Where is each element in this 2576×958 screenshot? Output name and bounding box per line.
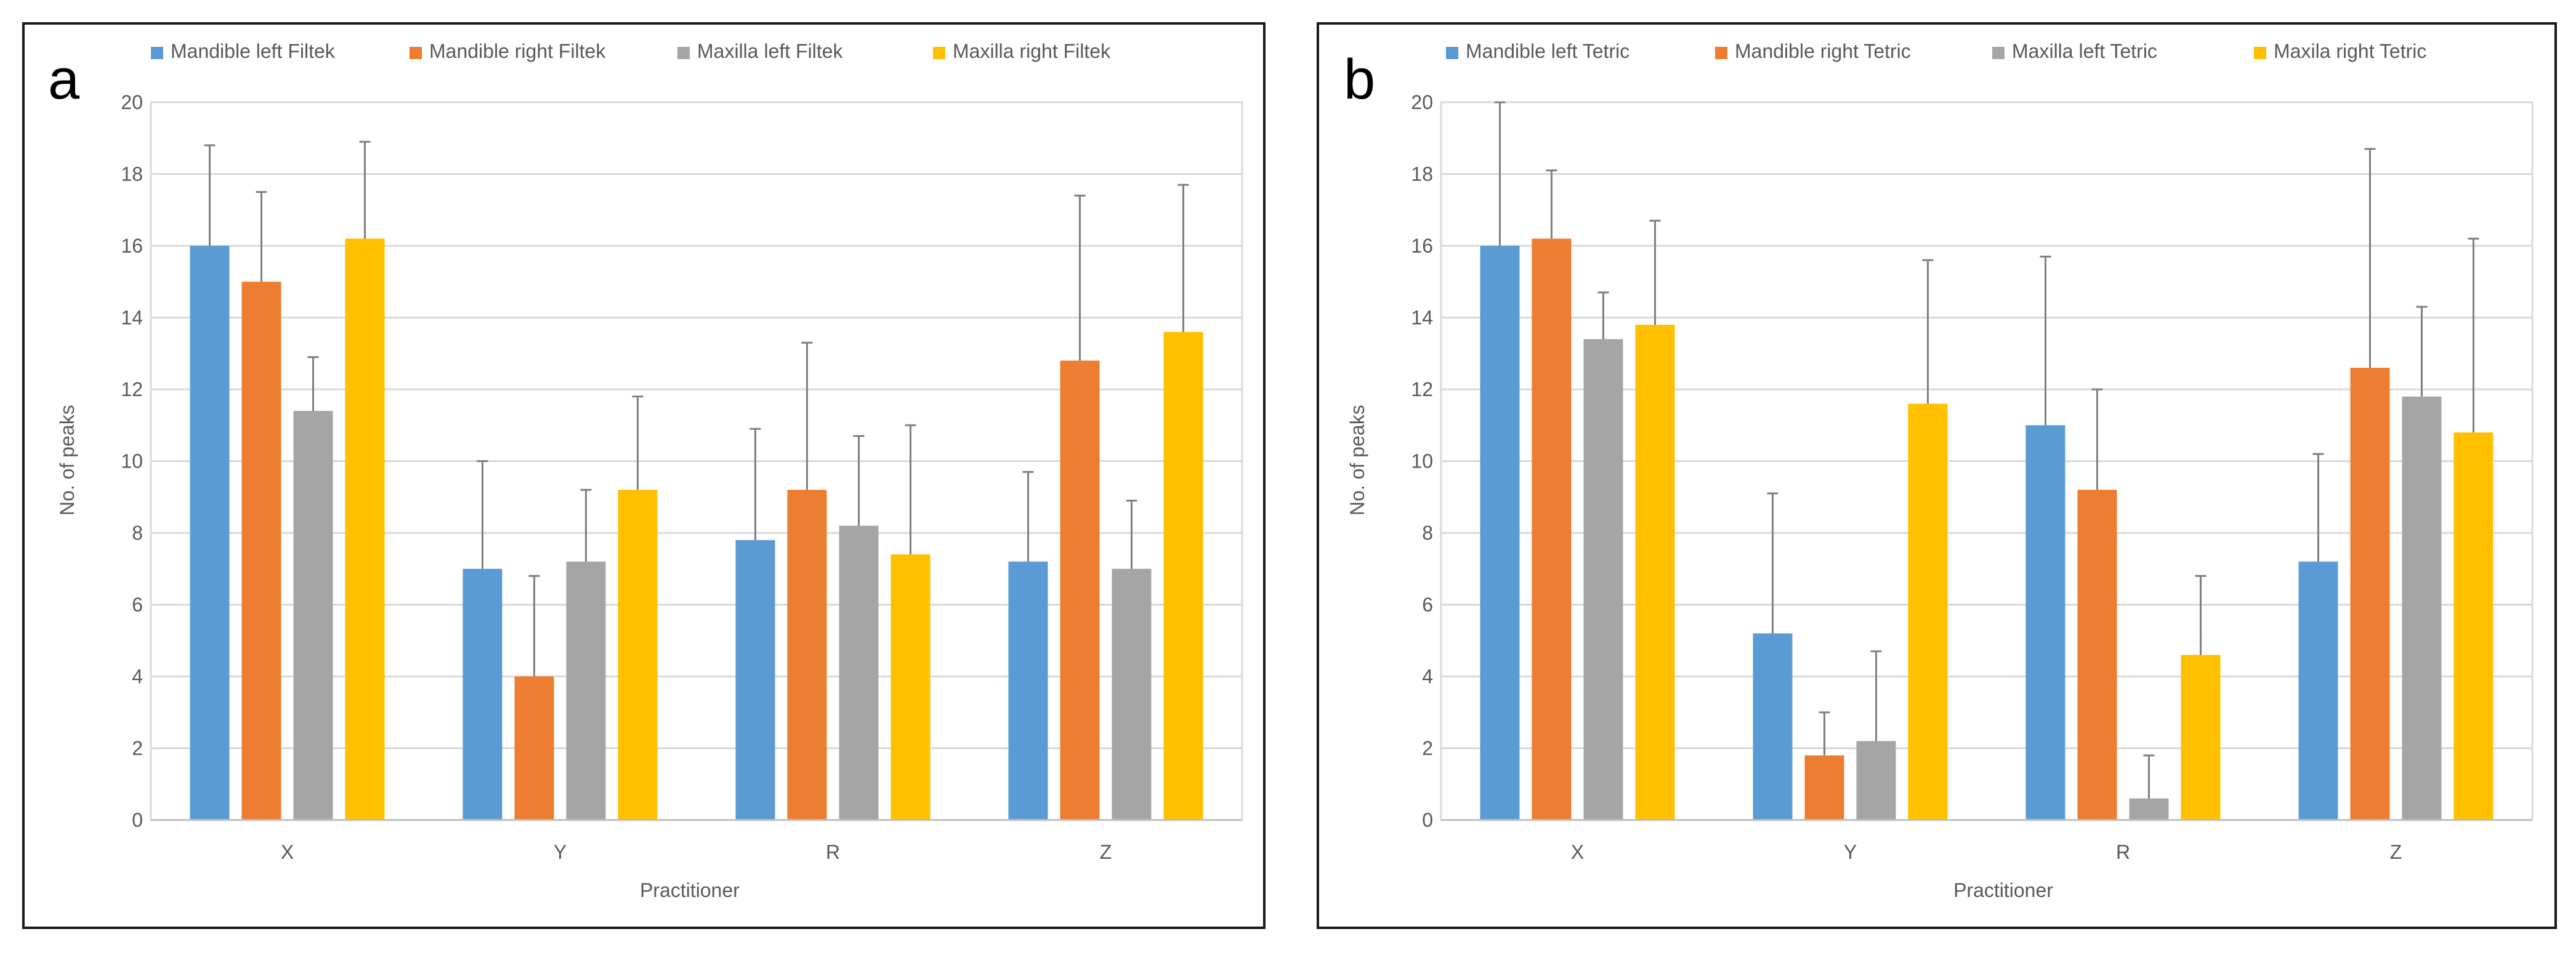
legend-label: Mandible right Tetric: [1735, 40, 1911, 62]
bar: [514, 676, 554, 820]
bar: [618, 490, 658, 820]
legend-label: Mandible left Tetric: [1466, 40, 1629, 62]
legend-swatch: [410, 47, 422, 59]
y-tick-label: 20: [121, 91, 143, 113]
bar: [1804, 755, 1844, 820]
y-tick-label: 20: [1411, 91, 1433, 113]
bar: [1908, 404, 1948, 820]
plot-area: 0 2 4 6 8 10 12 14 16 18 20 X Y R Z: [1411, 91, 2534, 863]
y-axis-title: No. of peaks: [56, 405, 78, 516]
y-tick-label: 12: [1411, 378, 1433, 400]
legend-swatch: [1715, 47, 1727, 59]
x-tick-label: X: [281, 841, 294, 863]
x-tick-label: Y: [1844, 841, 1857, 863]
legend-swatch: [1446, 47, 1458, 59]
x-tick-label: Z: [2390, 841, 2402, 863]
x-tick-label: R: [2116, 841, 2130, 863]
x-axis-title: Practitioner: [1953, 879, 2053, 901]
y-tick-label: 2: [1422, 737, 1433, 760]
bar: [1112, 569, 1152, 820]
y-tick-label: 0: [1422, 809, 1433, 831]
plot-area: 0 2 4 6 8 10 12 14 16 18 20 X Y R Z: [121, 91, 1243, 863]
bar: [1060, 360, 1100, 820]
panel-letter: a: [48, 48, 80, 111]
y-tick-label: 6: [1422, 594, 1433, 616]
legend-swatch: [2254, 47, 2266, 59]
bar: [2453, 432, 2493, 820]
bar: [190, 246, 230, 820]
y-tick-label: 6: [132, 594, 143, 616]
legend-label: Mandible right Filtek: [429, 40, 606, 62]
y-tick-label: 10: [121, 450, 143, 473]
y-tick-label: 12: [121, 378, 143, 400]
bar: [2350, 368, 2390, 820]
bar: [1753, 633, 1793, 820]
bar: [462, 569, 503, 820]
legend-swatch: [151, 47, 163, 59]
y-tick-label: 14: [121, 307, 143, 329]
legend-swatch: [677, 47, 690, 59]
bar: [735, 540, 775, 820]
y-tick-label: 4: [1422, 665, 1433, 688]
bar: [241, 282, 281, 820]
y-tick-label: 18: [1411, 163, 1433, 185]
legend: Mandible left Filtek Mandible right Filte…: [151, 40, 1111, 62]
legend-swatch: [933, 47, 945, 59]
bar: [2077, 490, 2117, 820]
panel-b: b Mandible left Tetric Mandible right Tet…: [1317, 22, 2557, 929]
bar: [2402, 396, 2442, 820]
y-tick-label: 2: [132, 737, 143, 760]
y-tick-label: 16: [1411, 235, 1433, 257]
legend-label: Mandible left Filtek: [171, 40, 336, 62]
legend-label: Maxilla left Filtek: [697, 40, 844, 62]
bar: [2025, 425, 2065, 820]
legend: Mandible left Tetric Mandible right Tetri…: [1446, 40, 2426, 62]
bar: [1163, 331, 1203, 820]
y-tick-label: 10: [1411, 450, 1433, 473]
legend-swatch: [1992, 47, 2005, 59]
bar: [1480, 246, 1520, 820]
bar: [293, 410, 333, 820]
bar: [345, 238, 385, 821]
bar: [1008, 561, 1048, 820]
bar: [1532, 238, 1572, 821]
y-tick-label: 4: [132, 665, 143, 688]
panel-letter: b: [1344, 48, 1375, 111]
y-tick-label: 0: [132, 809, 143, 831]
x-tick-label: R: [826, 841, 840, 863]
y-tick-label: 14: [1411, 307, 1433, 329]
x-tick-label: Y: [554, 841, 567, 863]
panel-a: a Mandible left Filtek Mandible right Fil…: [22, 22, 1266, 929]
y-tick-label: 8: [1422, 522, 1433, 544]
bar: [1635, 325, 1675, 820]
legend-label: Maxilla right Filtek: [953, 40, 1111, 62]
x-tick-label: Z: [1100, 841, 1112, 863]
bar: [2298, 561, 2338, 820]
bar: [2129, 798, 2169, 820]
y-tick-label: 8: [132, 522, 143, 544]
bar: [839, 526, 879, 820]
y-tick-label: 18: [121, 163, 143, 185]
legend-label: Maxilla left Tetric: [2012, 40, 2157, 62]
bar: [890, 554, 931, 820]
bar: [2181, 655, 2221, 820]
bar: [1856, 741, 1896, 820]
bar: [566, 561, 606, 820]
x-tick-label: X: [1571, 841, 1584, 863]
x-axis-title: Practitioner: [640, 879, 740, 901]
y-axis-title: No. of peaks: [1346, 405, 1368, 516]
bar: [787, 490, 827, 820]
bar: [1583, 339, 1623, 820]
y-tick-label: 16: [121, 235, 143, 257]
legend-label: Maxila right Tetric: [2274, 40, 2426, 62]
